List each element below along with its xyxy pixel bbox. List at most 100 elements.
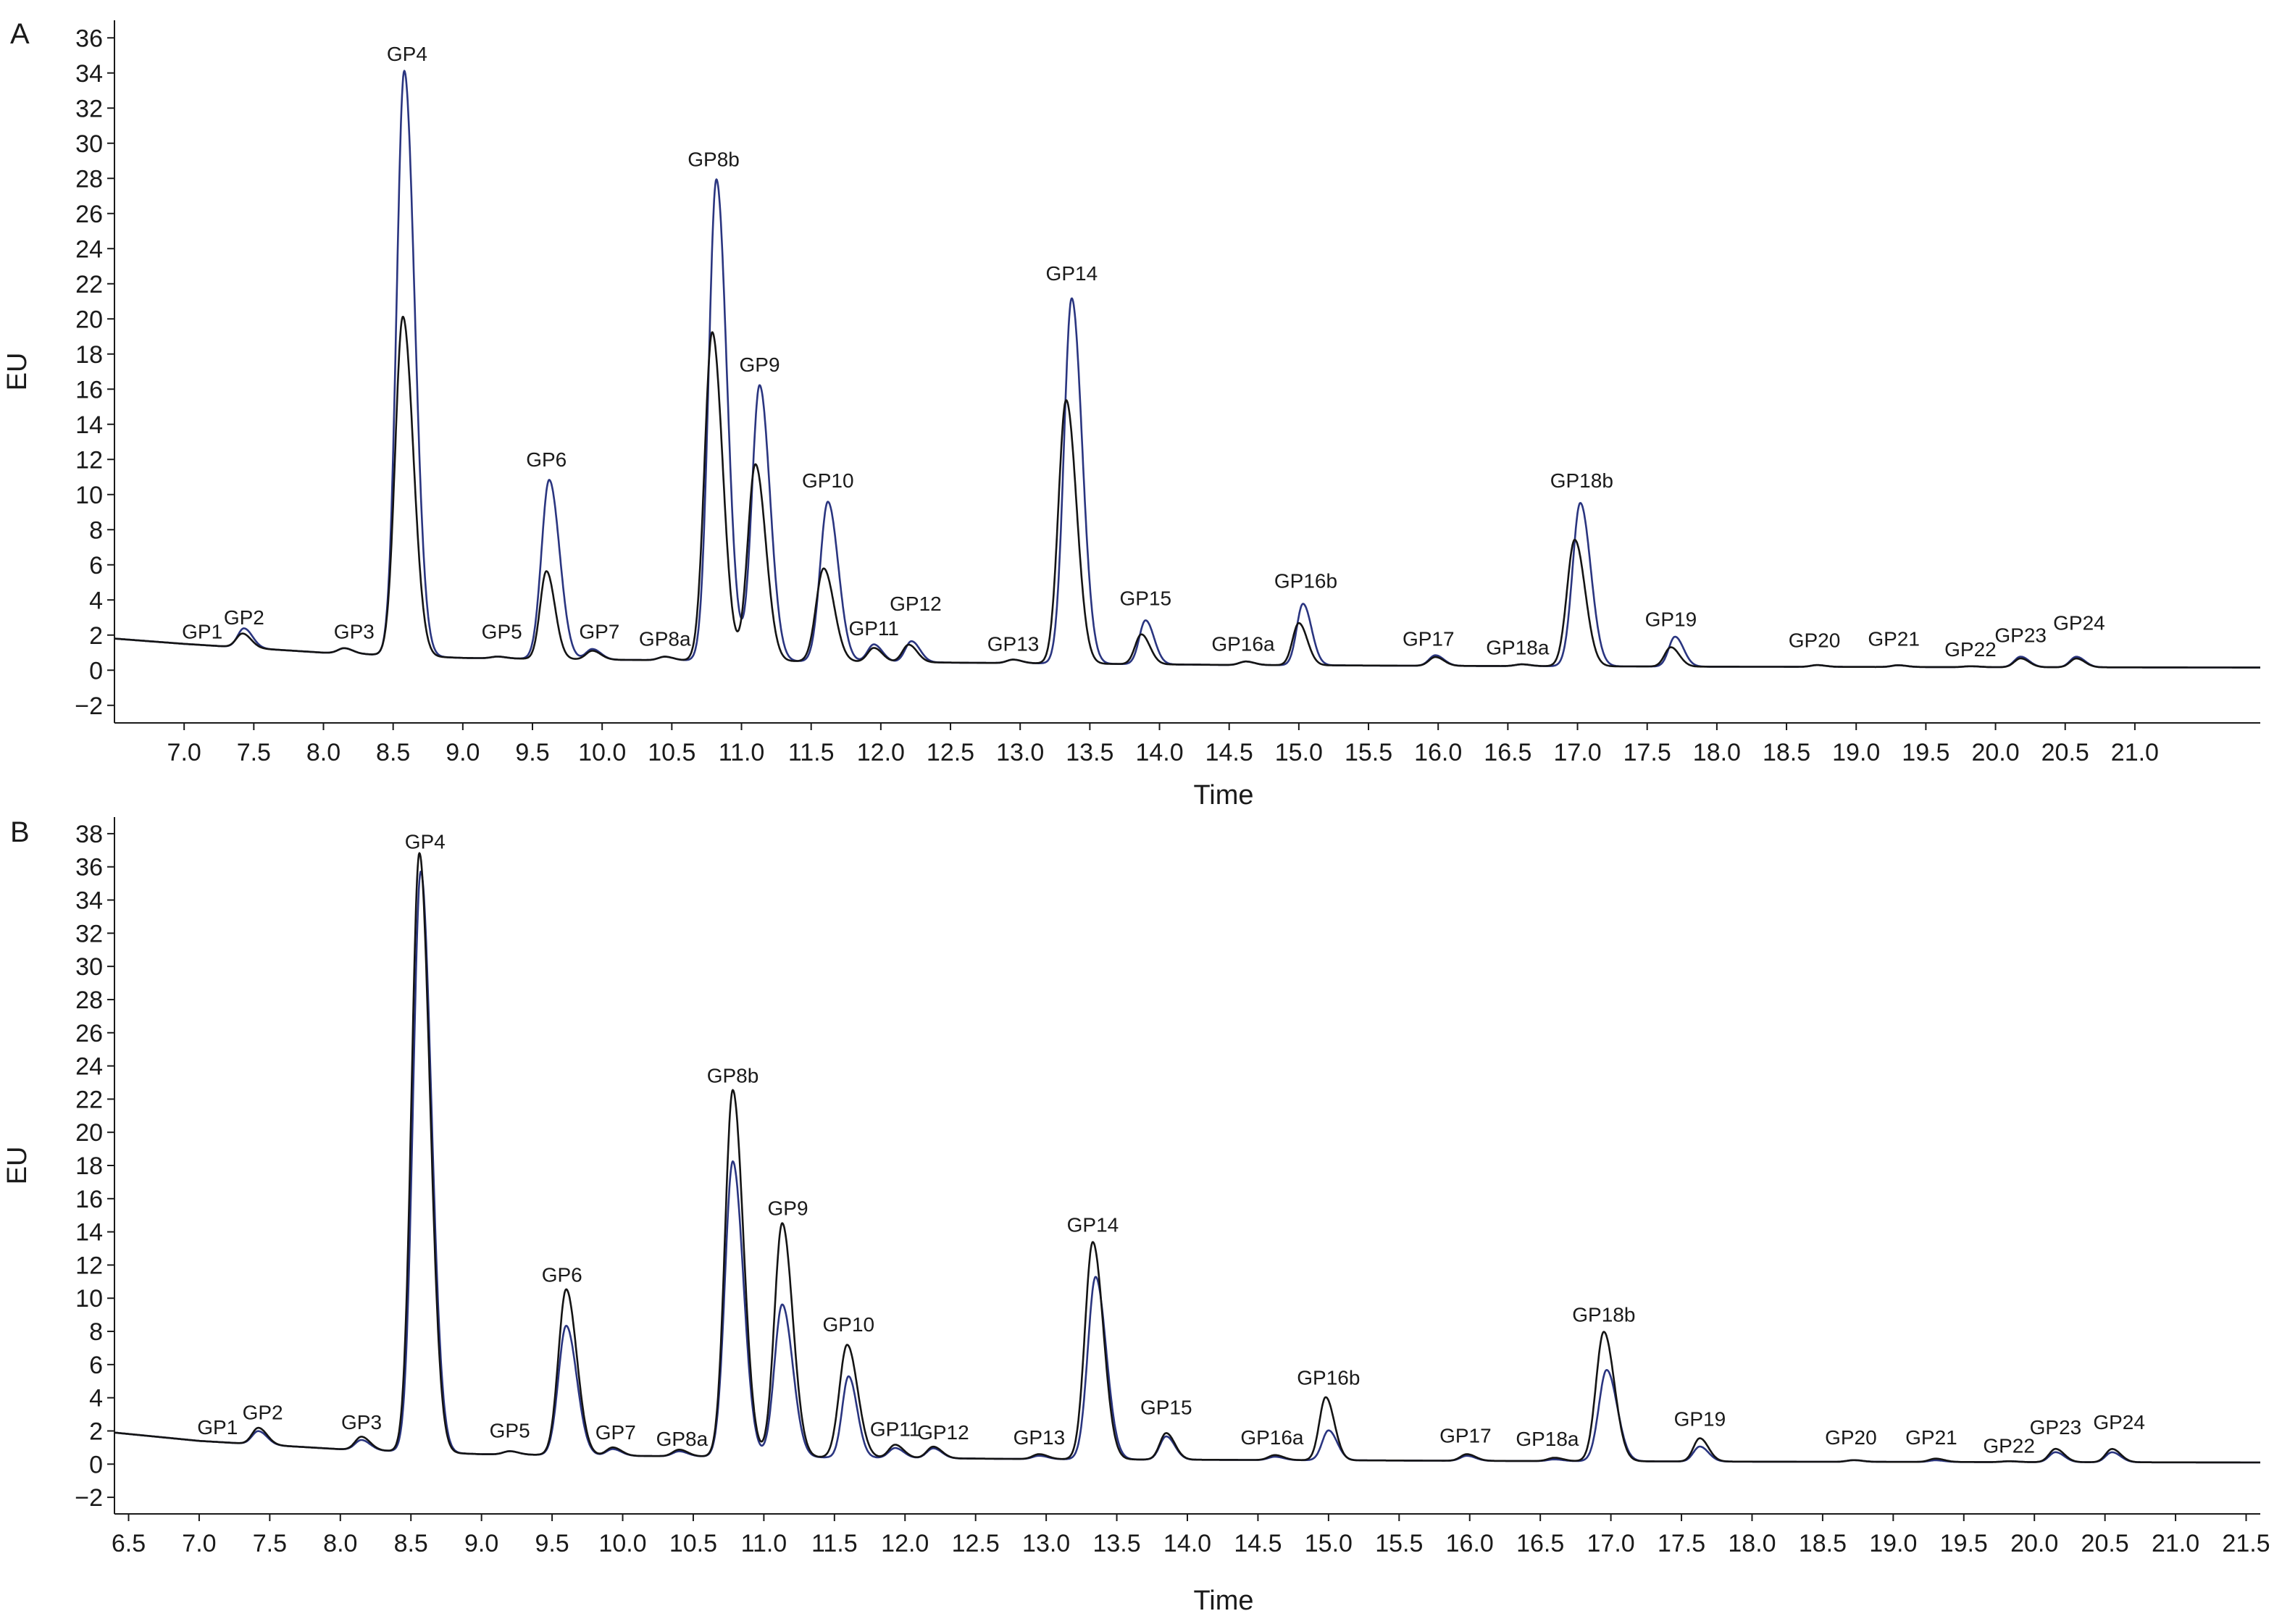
y-tick-label: 8 [89,516,103,544]
peak-label-gp19: GP19 [1674,1408,1726,1431]
peak-label-gp6: GP6 [526,448,567,471]
y-tick-label: 4 [89,1385,103,1412]
y-tick-label: 2 [89,1418,103,1445]
y-tick-label: 30 [75,953,103,981]
x-tick-label: 19.5 [1940,1530,1988,1557]
y-tick-label: 20 [75,306,103,333]
peak-label-gp9: GP9 [740,353,780,376]
x-tick-label: 18.5 [1799,1530,1847,1557]
x-tick-label: 12.5 [952,1530,1000,1557]
x-tick-label: 8.0 [306,739,340,766]
peak-label-gp18a: GP18a [1486,636,1550,658]
x-axis-label: Time [1193,1586,1253,1616]
y-tick-label: 14 [75,1219,103,1247]
peak-label-gp8a: GP8a [639,627,691,650]
x-tick-label: 10.0 [578,739,626,766]
x-tick-label: 21.0 [2152,1530,2199,1557]
x-tick-label: 10.5 [669,1530,717,1557]
x-tick-label: 12.0 [881,1530,929,1557]
peak-label-gp18b: GP18b [1572,1303,1635,1326]
peak-label-gp15: GP15 [1119,587,1171,610]
x-tick-label: 12.5 [927,739,974,766]
y-tick-label: −2 [75,1484,103,1512]
peak-label-gp7: GP7 [579,621,619,643]
y-tick-label: 6 [89,552,103,579]
peak-label-gp8b: GP8b [707,1064,759,1087]
y-tick-label: 34 [75,60,103,88]
y-tick-label: 38 [75,821,103,848]
peak-label-gp17: GP17 [1439,1425,1492,1447]
peak-label-gp16a: GP16a [1211,633,1275,656]
x-tick-label: 13.0 [996,739,1044,766]
peak-label-gp16b: GP16b [1297,1366,1360,1389]
x-axis-label: Time [1193,780,1253,811]
y-tick-label: 32 [75,920,103,947]
y-tick-label: 10 [75,1285,103,1313]
y-tick-label: 24 [75,235,103,263]
peak-label-gp3: GP3 [341,1411,382,1433]
series-trace-1 [114,70,2261,669]
x-tick-label: 10.5 [648,739,695,766]
y-tick-label: 30 [75,130,103,158]
x-tick-label: 16.5 [1516,1530,1564,1557]
y-tick-label: 20 [75,1119,103,1147]
x-tick-label: 10.0 [598,1530,646,1557]
y-tick-label: 16 [75,376,103,403]
x-tick-label: 15.5 [1345,739,1392,766]
x-tick-label: 13.0 [1022,1530,1070,1557]
x-tick-label: 18.0 [1693,739,1741,766]
x-tick-label: 15.0 [1275,739,1323,766]
y-tick-label: 36 [75,854,103,882]
y-tick-label: −2 [75,692,103,720]
peak-label-gp20: GP20 [1789,629,1841,652]
x-tick-label: 11.5 [788,739,835,766]
series-trace-2 [114,852,2261,1464]
peak-label-gp13: GP13 [1013,1426,1066,1449]
panel-letter: A [10,18,30,50]
y-tick-label: 36 [75,25,103,52]
y-tick-label: 18 [75,1152,103,1180]
peak-label-gp4: GP4 [387,43,427,65]
y-tick-label: 8 [89,1318,103,1346]
x-tick-label: 11.5 [811,1530,858,1557]
peak-label-gp1: GP1 [197,1416,238,1439]
peak-label-gp14: GP14 [1067,1214,1119,1236]
peak-label-gp1: GP1 [182,621,222,643]
peak-label-gp22: GP22 [1983,1434,2035,1457]
x-tick-label: 7.5 [253,1530,287,1557]
peak-label-gp4: GP4 [405,831,446,853]
peak-label-gp16b: GP16b [1274,569,1337,592]
y-tick-label: 10 [75,482,103,509]
y-tick-label: 6 [89,1352,103,1379]
x-tick-label: 19.0 [1869,1530,1917,1557]
x-tick-label: 16.0 [1414,739,1462,766]
x-tick-label: 20.5 [2081,1530,2129,1557]
x-tick-label: 13.5 [1066,739,1113,766]
x-tick-label: 12.0 [857,739,905,766]
x-tick-label: 19.5 [1902,739,1949,766]
x-tick-label: 16.5 [1484,739,1531,766]
y-tick-label: 2 [89,622,103,650]
x-tick-label: 17.5 [1658,1530,1705,1557]
y-axis-label: EU [2,353,33,391]
x-tick-label: 9.5 [515,739,549,766]
y-tick-label: 0 [89,1451,103,1478]
y-tick-label: 24 [75,1053,103,1081]
x-tick-label: 7.0 [182,1530,216,1557]
y-tick-label: 4 [89,587,103,614]
y-tick-label: 14 [75,411,103,439]
peak-label-gp11: GP11 [848,617,899,640]
y-tick-label: 22 [75,1086,103,1113]
y-tick-label: 22 [75,271,103,298]
x-tick-label: 7.0 [167,739,201,766]
peak-label-gp14: GP14 [1046,262,1098,285]
x-tick-label: 14.5 [1234,1530,1282,1557]
x-tick-label: 17.0 [1587,1530,1635,1557]
peak-label-gp5: GP5 [490,1420,530,1442]
peak-label-gp17: GP17 [1403,627,1455,650]
y-tick-label: 28 [75,165,103,193]
peak-label-gp3: GP3 [334,621,375,643]
peak-label-gp24: GP24 [2053,611,2105,634]
